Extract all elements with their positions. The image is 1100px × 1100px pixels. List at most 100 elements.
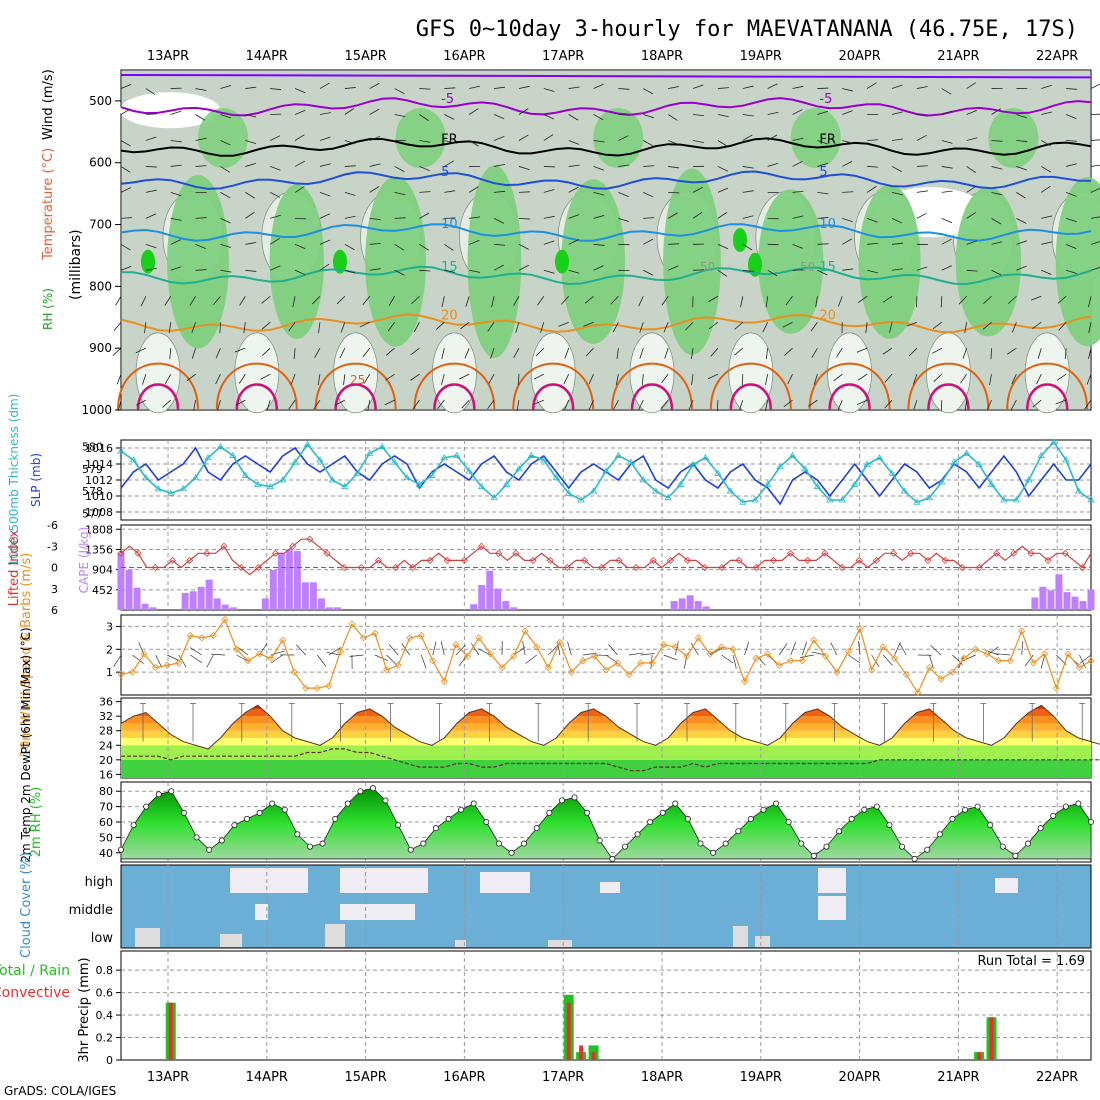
moist-region xyxy=(758,189,824,334)
wind-barb xyxy=(294,88,306,94)
wind-barb xyxy=(717,140,728,147)
wind-barb xyxy=(941,166,953,169)
rh-point xyxy=(495,840,502,847)
cape-bar xyxy=(470,604,478,610)
wind-barb xyxy=(388,296,395,306)
ytick-label: 1016 xyxy=(85,442,113,455)
upper-air-ylabel-rh: RH (%) xyxy=(41,288,55,330)
wind-barb xyxy=(891,166,902,172)
wind-speed-point xyxy=(741,677,749,685)
wind-speed-line xyxy=(120,618,1092,694)
wind-barb xyxy=(178,654,187,668)
wind-barb xyxy=(742,215,754,219)
wind-barb xyxy=(120,84,132,89)
thickness-point xyxy=(1062,456,1070,463)
wind-barb xyxy=(340,322,346,333)
wind-barb xyxy=(334,399,346,406)
wind-barb xyxy=(792,137,804,141)
isotherm-loop xyxy=(512,362,595,411)
wind-speed-point xyxy=(995,657,1003,665)
wind-barb xyxy=(734,347,744,356)
wind-speed-point xyxy=(717,643,726,651)
wind-speed-point xyxy=(1075,664,1084,672)
cape-bar xyxy=(125,569,133,610)
wind-barb xyxy=(195,269,207,271)
wind-barb xyxy=(259,642,268,656)
wind-barb xyxy=(245,192,255,199)
wind-barb xyxy=(444,269,456,273)
wind-barb xyxy=(817,162,829,167)
thickness-point xyxy=(975,460,983,467)
thickness-point xyxy=(316,456,324,463)
thickness-point xyxy=(204,454,212,461)
thickness-point xyxy=(726,487,735,494)
thickness-point xyxy=(167,489,175,496)
wind-barb xyxy=(543,134,554,141)
ytick-label: 0.2 xyxy=(96,1032,114,1045)
date-label-bottom: 15APR xyxy=(344,1070,386,1085)
wind-barb xyxy=(367,400,371,412)
wind-barb xyxy=(145,136,157,141)
rh-point xyxy=(634,831,641,838)
wind-speed-point xyxy=(1041,650,1049,658)
wind-speed-point xyxy=(833,668,841,676)
wind-barb xyxy=(930,645,942,656)
wind-barb xyxy=(112,347,122,356)
wind-barb xyxy=(1024,654,1034,667)
lifted-index-point xyxy=(649,556,657,564)
isotherm-loop xyxy=(136,383,180,411)
wind-barb xyxy=(801,641,808,656)
lifted-index-point xyxy=(203,549,211,557)
wind-barb xyxy=(857,295,868,303)
cape-bar xyxy=(1055,574,1063,610)
cape-bar xyxy=(333,607,341,610)
wind-speed-point xyxy=(925,664,933,672)
wind-barb xyxy=(615,374,619,386)
ytick-label: 80 xyxy=(99,785,113,798)
thickness-point xyxy=(1049,438,1058,445)
thickness-point xyxy=(801,465,809,472)
cape-bar xyxy=(678,598,686,610)
lifted-index-point xyxy=(512,549,520,557)
temp-band xyxy=(121,723,1091,731)
rh-point xyxy=(886,822,893,829)
wind-speed-point xyxy=(729,645,737,653)
date-label-top: 16APR xyxy=(443,49,485,64)
wind-barb xyxy=(815,296,818,308)
ytick-label: 40 xyxy=(99,847,113,860)
wind-barb xyxy=(288,399,296,410)
ytick-label: 0 xyxy=(51,562,58,575)
wind-barb xyxy=(990,348,992,360)
wind-speed-point xyxy=(475,634,483,642)
wind-barb xyxy=(867,269,878,274)
wind-barb xyxy=(195,137,207,141)
ytick-label: 16 xyxy=(99,768,113,781)
cape-bar xyxy=(325,607,333,610)
cloud-block xyxy=(340,904,415,920)
wind-barb xyxy=(1066,140,1078,142)
date-label-top: 22APR xyxy=(1036,49,1078,64)
wind-barb xyxy=(691,348,694,360)
date-label-bottom: 21APR xyxy=(937,1070,979,1085)
wind-barb xyxy=(778,643,788,656)
wind-barb xyxy=(792,243,803,249)
wind-barb xyxy=(865,322,868,334)
moist-region xyxy=(593,108,644,168)
wind-barb xyxy=(168,322,172,334)
wind-barb xyxy=(120,187,132,193)
wind-barb xyxy=(243,322,246,334)
wind-barb xyxy=(610,295,619,305)
wind-barb xyxy=(1090,164,1100,167)
wind-barb xyxy=(693,114,705,117)
wind-barb xyxy=(311,295,321,305)
lifted-index-point xyxy=(151,563,159,572)
wind-barb xyxy=(765,374,769,386)
wind-barb xyxy=(317,374,321,386)
wind-barb xyxy=(986,646,999,656)
rh-point xyxy=(848,815,855,822)
wind-barb xyxy=(639,322,644,333)
wind-barb xyxy=(193,400,197,411)
wind-barb xyxy=(792,215,804,219)
isotherm-loop xyxy=(413,362,496,411)
wind-barb xyxy=(1016,218,1027,224)
